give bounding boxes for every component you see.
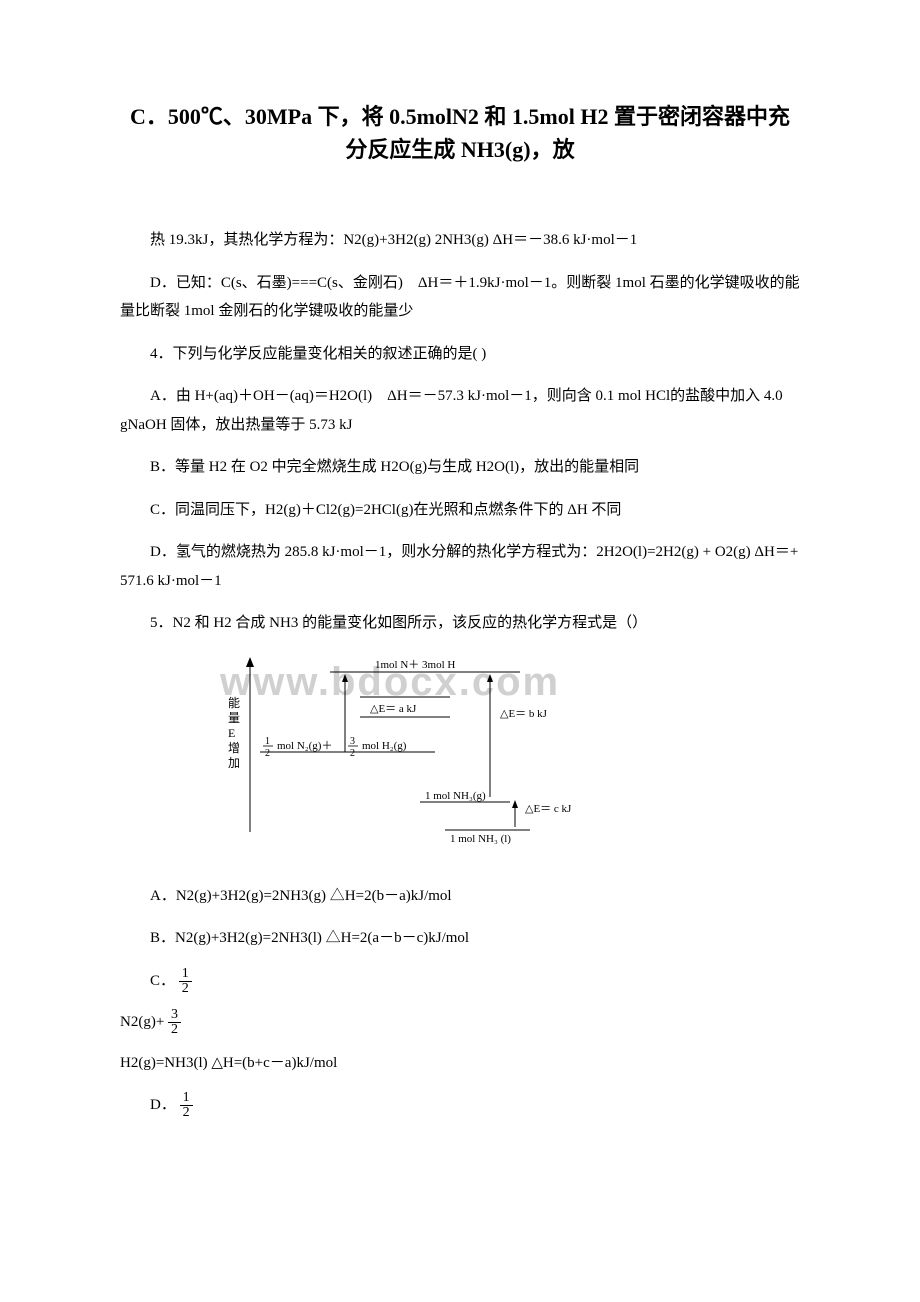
delta-e-b: △E＝ b kJ — [500, 708, 548, 720]
frac-den: 2 — [180, 1106, 193, 1120]
ylabel-4: 增 — [228, 741, 240, 755]
svg-text:2: 2 — [350, 748, 355, 759]
svg-text:2: 2 — [265, 748, 270, 759]
ylabel-3: E — [228, 726, 235, 740]
option-5d-line1: D． 1 2 — [150, 1091, 800, 1120]
frac-num: 3 — [168, 1008, 181, 1023]
paragraph-heat: 热 19.3kJ，其热化学方程为：N2(g)+3H2(g) 2NH3(g) ΔH… — [120, 226, 800, 255]
energy-diagram: 能 量 E 增 加 1mol N＋ 3mol H 1 2 mol N₂(g)＋ … — [210, 652, 630, 852]
ylabel-1: 能 — [228, 696, 240, 710]
svg-text:3: 3 — [350, 736, 355, 747]
mid-level-right: mol H₂(g) — [362, 740, 407, 752]
option-4c: C．同温同压下，H2(g)＋Cl2(g)=2HCl(g)在光照和点燃条件下的 Δ… — [120, 496, 800, 525]
fraction-3-2: 3 2 — [168, 1008, 181, 1037]
paragraph-d: D．已知：C(s、石墨)===C(s、金刚石) ΔH＝＋1.9kJ·mol－1。… — [120, 269, 800, 326]
fraction-1-2-d: 1 2 — [180, 1091, 193, 1120]
option-5c-n2: N2(g)+ — [120, 1013, 168, 1029]
question-5: 5．N2 和 H2 合成 NH3 的能量变化如图所示，该反应的热化学方程式是（） — [120, 609, 800, 638]
svg-text:1: 1 — [265, 736, 270, 747]
fraction-1-2: 1 2 — [179, 967, 192, 996]
frac-num: 1 — [179, 967, 192, 982]
option-4a: A．由 H+(aq)＋OH－(aq)＝H2O(l) ΔH＝－57.3 kJ·mo… — [120, 382, 800, 439]
nh3-gas-label: 1 mol NH₃(g) — [425, 790, 486, 802]
option-5d-prefix: D． — [150, 1097, 176, 1113]
option-5c-prefix: C． — [150, 972, 175, 988]
option-4b: B．等量 H2 在 O2 中完全燃烧生成 H2O(g)与生成 H2O(l)，放出… — [120, 453, 800, 482]
frac-den: 2 — [179, 982, 192, 996]
question-4: 4．下列与化学反应能量变化相关的叙述正确的是( ) — [120, 340, 800, 369]
frac-den: 2 — [168, 1023, 181, 1037]
page-content: C．500℃、30MPa 下，将 0.5molN2 和 1.5mol H2 置于… — [120, 100, 800, 1120]
delta-e-c: △E＝ c kJ — [525, 803, 572, 815]
option-5c-line1: C． 1 2 — [150, 967, 800, 996]
option-4d: D．氢气的燃烧热为 285.8 kJ·mol－1，则水分解的热化学方程式为：2H… — [120, 538, 800, 595]
mid-level-left: mol N₂(g)＋ — [277, 740, 332, 752]
nh3-liquid-label: 1 mol NH₃ (l) — [450, 833, 511, 845]
top-level-label: 1mol N＋ 3mol H — [375, 659, 455, 671]
option-5c-line3: H2(g)=NH3(l) △H=(b+c－a)kJ/mol — [120, 1049, 800, 1078]
ylabel-5: 加 — [228, 756, 240, 770]
page-title: C．500℃、30MPa 下，将 0.5molN2 和 1.5mol H2 置于… — [120, 100, 800, 166]
energy-diagram-svg: 能 量 E 增 加 1mol N＋ 3mol H 1 2 mol N₂(g)＋ … — [210, 652, 630, 852]
option-5a: A．N2(g)+3H2(g)=2NH3(g) △H=2(b－a)kJ/mol — [120, 882, 800, 911]
delta-e-a: △E＝ a kJ — [370, 703, 417, 715]
option-5c-line2: N2(g)+ 3 2 — [120, 1008, 800, 1037]
option-5b: B．N2(g)+3H2(g)=2NH3(l) △H=2(a－b－c)kJ/mol — [120, 924, 800, 953]
frac-num: 1 — [180, 1091, 193, 1106]
ylabel-2: 量 — [228, 711, 240, 725]
